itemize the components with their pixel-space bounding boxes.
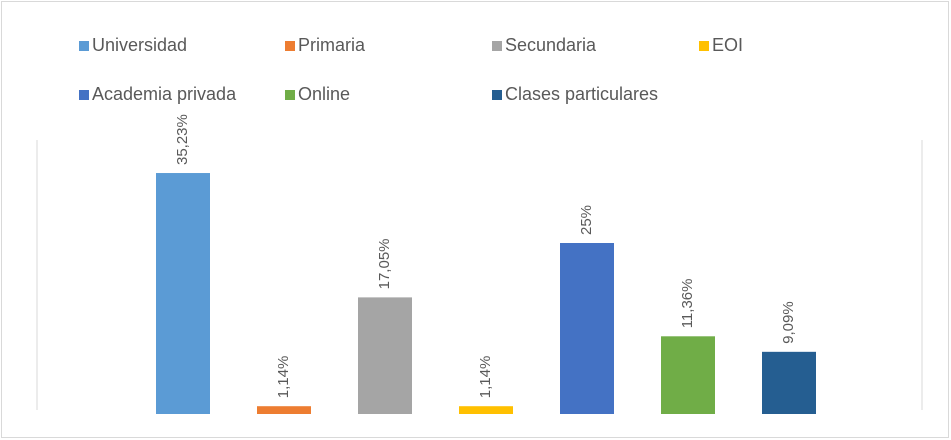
- legend-swatch: [492, 41, 502, 51]
- data-label: 25%: [578, 205, 595, 235]
- legend-swatch: [699, 41, 709, 51]
- data-label: 35,23%: [174, 114, 191, 165]
- bar: [459, 406, 513, 414]
- legend-label: Academia privada: [92, 84, 237, 104]
- bar: [358, 297, 412, 414]
- legend-swatch: [79, 41, 89, 51]
- data-label: 1,14%: [275, 356, 292, 399]
- bar: [560, 243, 614, 414]
- data-label: 17,05%: [376, 239, 393, 290]
- legend-label: Universidad: [92, 35, 187, 55]
- legend-label: Primaria: [298, 35, 366, 55]
- legend-label: Clases particulares: [505, 84, 658, 104]
- bar: [257, 406, 311, 414]
- legend-label: Online: [298, 84, 350, 104]
- data-label: 11,36%: [679, 279, 696, 329]
- legend-label: EOI: [712, 35, 743, 55]
- legend-label: Secundaria: [505, 35, 597, 55]
- bar: [156, 173, 210, 414]
- legend-swatch: [79, 90, 89, 100]
- legend-swatch: [285, 90, 295, 100]
- data-label: 9,09%: [780, 301, 797, 344]
- bar: [661, 336, 715, 414]
- legend-swatch: [285, 41, 295, 51]
- data-label: 1,14%: [477, 356, 494, 399]
- legend-swatch: [492, 90, 502, 100]
- bar: [762, 351, 816, 414]
